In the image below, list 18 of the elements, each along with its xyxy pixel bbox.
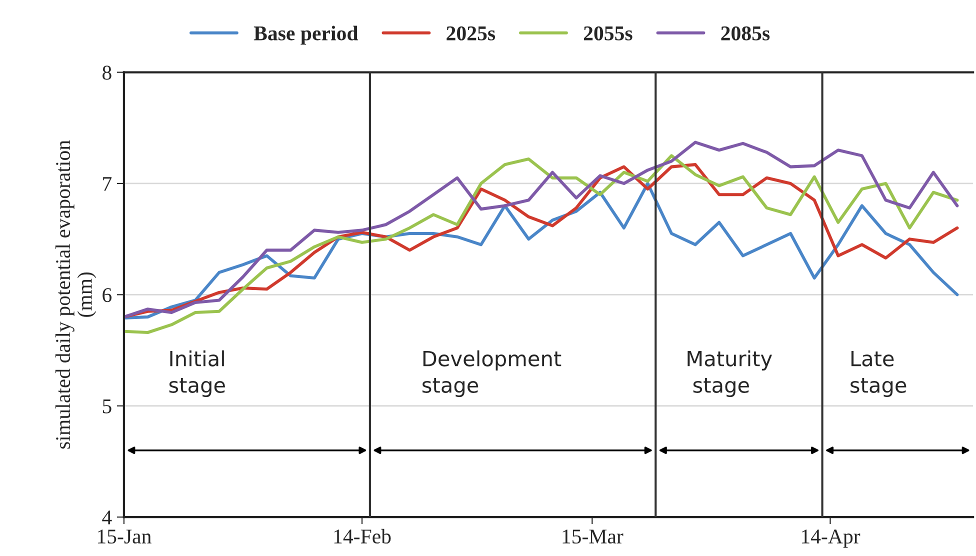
y-tick-label: 7 [103, 177, 112, 191]
y-axis-title: simulated daily potential evaporation (mm) [55, 140, 96, 449]
legend-label: 2025s [446, 26, 496, 40]
y-tick-label: 5 [102, 399, 112, 414]
x-tick-label: 15-Mar [562, 530, 624, 544]
y-tick-label: 6 [102, 288, 112, 302]
x-tick-label: 15-Jan [98, 530, 152, 544]
annotation: Late stage [850, 350, 906, 397]
legend-label: 2085s [721, 26, 770, 40]
annotation: Initial stage [169, 350, 225, 397]
annotation: Development stage [422, 350, 562, 397]
legend-label: Base period [254, 26, 358, 45]
annotation: Maturity stage [688, 350, 772, 397]
x-tick-label: 14-Apr [802, 530, 860, 548]
y-tick-label: 8 [102, 66, 112, 80]
x-tick-label: 14-Feb [334, 528, 391, 544]
legend-label: 2055s [584, 26, 632, 40]
y-tick-label: 4 [102, 510, 112, 524]
